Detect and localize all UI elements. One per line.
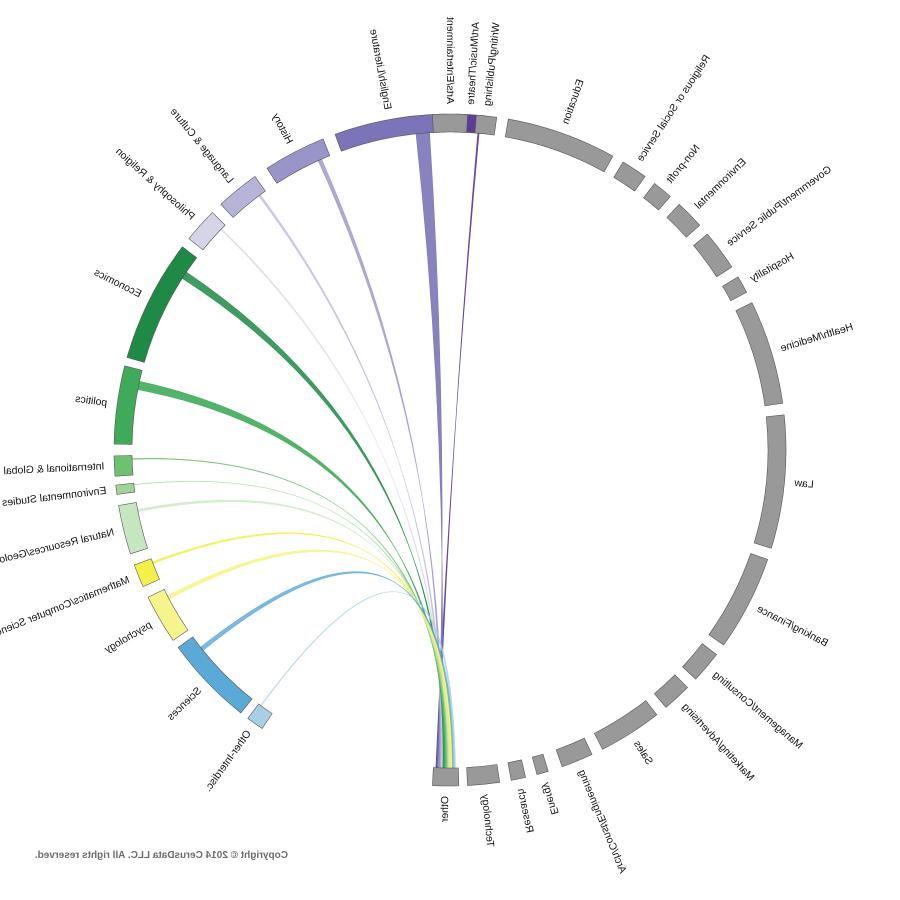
career-arc-non-profit[interactable] xyxy=(643,183,671,211)
ribbon-language-culture-to-other[interactable] xyxy=(258,194,443,769)
career-label-hospitality: Hospitality xyxy=(747,250,796,285)
major-arc-english-literature[interactable] xyxy=(334,113,446,152)
career-label-marketing-advertising: Marketing/Advertising xyxy=(679,701,756,784)
major-arc-other-interdisc[interactable] xyxy=(247,703,273,729)
career-label-non-profit: Non-profit xyxy=(664,142,703,185)
chord-diagram-mirror: Art/Music/Theatre English/Literature Histo… xyxy=(0,17,855,875)
major-arc-natural-resources-geology-forestry[interactable] xyxy=(118,502,148,555)
major-label-natural-resources-geology-forestry: Natural Resources/Geology/Forestry xyxy=(0,526,115,578)
career-label-law: Law xyxy=(793,477,814,491)
career-label-research: Research xyxy=(515,787,536,834)
career-arc-government-public-service[interactable] xyxy=(693,233,733,278)
major-label-politics: politics xyxy=(75,393,108,409)
chord-ribbons xyxy=(131,132,480,769)
career-label-education: Education xyxy=(560,78,587,126)
career-arc-environmental[interactable] xyxy=(666,203,701,238)
career-arc-management-consulting[interactable] xyxy=(682,643,717,680)
career-label-arts-entertainment: Arts/Entertainment xyxy=(444,17,456,104)
ribbon-history-to-other[interactable] xyxy=(317,158,442,769)
major-arc-environmental-studies[interactable] xyxy=(115,482,136,495)
major-label-sciences: Sciences xyxy=(165,685,204,723)
career-label-health-medicine: Health/Medicine xyxy=(779,321,855,355)
major-arc-philosophy-religion[interactable] xyxy=(188,211,226,251)
major-label-economics: Economics xyxy=(92,267,143,301)
major-arc-language-culture[interactable] xyxy=(220,176,266,218)
career-arc-hospitality[interactable] xyxy=(722,276,748,302)
career-label-writing-publishing: Writing/Publishing xyxy=(481,22,502,107)
career-label-banking-finance: Banking/Finance xyxy=(755,603,830,650)
major-arc-mathematics-computer-science[interactable] xyxy=(133,558,160,588)
major-arc-economics[interactable] xyxy=(126,246,198,363)
career-arc-arts-entertainment[interactable] xyxy=(432,113,468,133)
career-label-technology: Technology xyxy=(479,793,496,848)
major-label-history: History xyxy=(269,111,295,146)
career-arc-education[interactable] xyxy=(504,118,614,173)
career-label-religious-or-social-service: Religious or Social Service xyxy=(634,53,713,164)
career-arc-health-medicine[interactable] xyxy=(735,302,784,407)
major-label-psychology: psychology xyxy=(102,619,154,656)
major-label-philosophy-religion: Philosophy & Religion xyxy=(113,145,197,222)
career-arc-arch-const-engineering[interactable] xyxy=(555,737,593,768)
career-arc-religious-or-social-service[interactable] xyxy=(613,161,646,192)
major-label-english-literature: English/Literature xyxy=(367,28,394,111)
career-arc-energy[interactable] xyxy=(531,753,549,775)
major-label-international-global-studies: International & Global Studies xyxy=(0,460,105,479)
career-label-energy: Energy xyxy=(540,780,561,816)
career-arc-banking-finance[interactable] xyxy=(708,553,769,646)
major-arc-psychology[interactable] xyxy=(147,589,189,641)
major-label-other-interdisc: Other-Interdisc. xyxy=(202,728,254,794)
major-label-mathematics-computer-science: Mathematics/Computer Science xyxy=(0,574,131,641)
career-arc-marketing-advertising[interactable] xyxy=(653,674,689,708)
major-label-environmental-studies: Environmental Studies xyxy=(1,485,107,509)
major-arc-international-global-studies[interactable] xyxy=(113,455,134,477)
career-label-sales: Sales xyxy=(631,738,655,767)
major-label-language-culture: Language & Culture xyxy=(167,106,235,186)
career-arc-law[interactable] xyxy=(753,414,787,549)
career-arc-sales[interactable] xyxy=(593,700,658,750)
major-label-art-music-theatre: Art/Music/Theatre xyxy=(465,22,482,106)
chord-arcs xyxy=(113,113,787,787)
career-arc-other[interactable] xyxy=(432,767,460,787)
career-arc-writing-publishing[interactable] xyxy=(474,114,498,136)
copyright-notice: Copyright © 2014 CerusData LLC. All righ… xyxy=(34,850,288,861)
major-arc-history[interactable] xyxy=(266,138,331,184)
major-arc-politics[interactable] xyxy=(113,365,143,445)
career-arc-research[interactable] xyxy=(507,759,526,781)
major-arc-sciences[interactable] xyxy=(177,636,253,714)
career-label-arch-const-engineering: Arch/Const/Engineering xyxy=(576,768,629,875)
career-label-government-public-service: Government/Public Service xyxy=(724,164,834,249)
ribbon-natural-resources-geology-forestry-to-other[interactable] xyxy=(137,499,451,769)
career-label-environmental: Environmental xyxy=(692,156,748,212)
career-arc-technology[interactable] xyxy=(466,764,501,786)
career-label-other: Other xyxy=(439,796,451,823)
